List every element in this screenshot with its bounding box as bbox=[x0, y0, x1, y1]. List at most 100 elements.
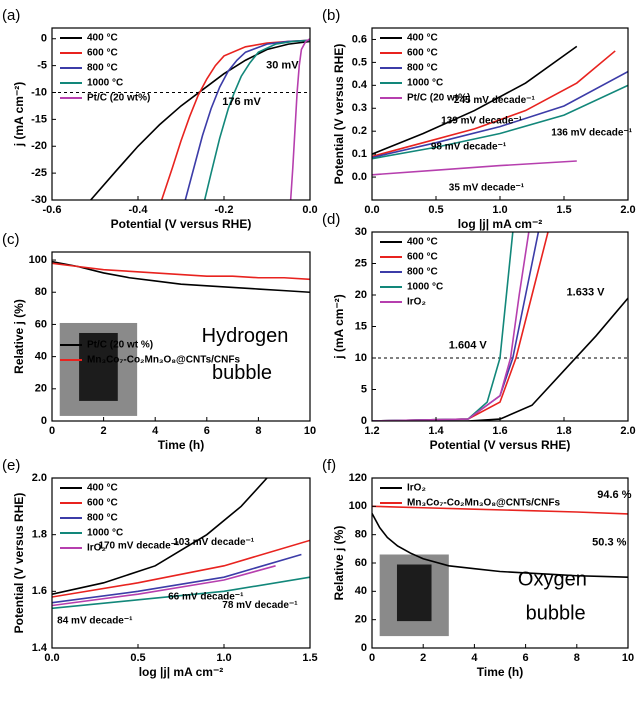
y-axis-label: Potential (V versus RHE) bbox=[332, 44, 346, 185]
y-tick-label: 20 bbox=[35, 383, 47, 395]
x-tick-label: 8 bbox=[255, 425, 261, 437]
annotation: 35 mV decade⁻¹ bbox=[449, 183, 525, 194]
annotation: 66 mV decade⁻¹ bbox=[168, 592, 244, 603]
axes-frame bbox=[51, 477, 311, 649]
x-tick-label: 0.0 bbox=[302, 204, 317, 216]
y-tick-label: 2.0 bbox=[32, 472, 47, 484]
plot-area bbox=[372, 45, 628, 176]
y-tick-label: 100 bbox=[349, 500, 367, 512]
y-tick-label: 10 bbox=[355, 352, 367, 364]
series-line bbox=[184, 39, 310, 200]
x-tick-label: -0.4 bbox=[129, 204, 149, 216]
x-tick-label: 2 bbox=[101, 425, 107, 437]
legend-label: 600 °C bbox=[407, 48, 438, 59]
panel-label: (a) bbox=[2, 7, 20, 24]
series-line bbox=[372, 505, 628, 515]
series-line bbox=[52, 260, 310, 294]
x-tick-label: 1.8 bbox=[556, 425, 571, 437]
annotation: 50.3 % bbox=[592, 537, 626, 549]
legend-label: 600 °C bbox=[87, 48, 118, 59]
y-tick-label: -30 bbox=[31, 194, 47, 206]
y-tick-label: -5 bbox=[37, 60, 47, 72]
series-line bbox=[372, 50, 616, 158]
x-tick-label: 0 bbox=[49, 425, 55, 437]
x-tick-label: 1.2 bbox=[364, 425, 379, 437]
series-line bbox=[372, 70, 628, 159]
y-tick-label: 1.4 bbox=[32, 642, 48, 654]
legend-label: 1000 °C bbox=[87, 528, 123, 539]
panel-label: (f) bbox=[322, 457, 336, 474]
annotation: 94.6 % bbox=[597, 489, 631, 501]
y-tick-label: 20 bbox=[355, 289, 367, 301]
legend-label: 400 °C bbox=[87, 483, 118, 494]
series-line bbox=[52, 539, 310, 598]
x-tick-label: 1.6 bbox=[492, 425, 507, 437]
y-axis-label: Relative j (%) bbox=[332, 526, 346, 601]
y-tick-label: 60 bbox=[35, 318, 47, 330]
series-line bbox=[372, 45, 578, 155]
y-tick-label: -25 bbox=[31, 167, 47, 179]
y-tick-label: -10 bbox=[31, 86, 47, 98]
series-line bbox=[372, 160, 577, 176]
legend-label: Pt/C (20 wt%) bbox=[87, 93, 150, 104]
axes-frame bbox=[51, 251, 311, 422]
x-axis-label: Potential (V versus RHE) bbox=[111, 217, 252, 231]
legend-label: IrO₂ bbox=[407, 483, 426, 494]
y-tick-label: 0.2 bbox=[352, 125, 367, 137]
y-tick-label: 80 bbox=[355, 529, 367, 541]
annotation: 98 mV decade⁻¹ bbox=[431, 141, 507, 152]
x-tick-label: 1.4 bbox=[428, 425, 444, 437]
y-tick-label: 0 bbox=[361, 415, 367, 427]
annotation: 1.604 V bbox=[449, 339, 488, 351]
x-tick-label: 1.5 bbox=[556, 204, 571, 216]
series-line bbox=[160, 39, 310, 200]
panel-label: (e) bbox=[2, 457, 20, 474]
x-tick-label: -0.2 bbox=[215, 204, 234, 216]
plot-area bbox=[372, 232, 628, 421]
x-tick-label: 2.0 bbox=[620, 204, 635, 216]
y-tick-label: 120 bbox=[349, 472, 367, 484]
y-tick-label: 1.6 bbox=[32, 585, 47, 597]
annotation: Hydrogen bbox=[202, 325, 289, 347]
y-tick-label: 60 bbox=[355, 557, 367, 569]
y-axis-label: j (mA cm⁻²) bbox=[12, 82, 26, 148]
annotation: Oxygen bbox=[518, 568, 587, 590]
x-tick-label: 1.0 bbox=[492, 204, 507, 216]
annotation: 136 mV decade⁻¹ bbox=[551, 128, 633, 139]
x-tick-label: 6 bbox=[523, 652, 529, 664]
y-tick-label: -15 bbox=[31, 113, 47, 125]
x-tick-label: 8 bbox=[574, 652, 580, 664]
x-tick-label: 0.0 bbox=[44, 652, 59, 664]
annotation: 139 mV decade⁻¹ bbox=[441, 116, 523, 127]
panel-label: (c) bbox=[2, 231, 20, 248]
annotation: bubble bbox=[212, 362, 272, 384]
panel-label: (d) bbox=[322, 211, 340, 228]
y-tick-label: -20 bbox=[31, 140, 47, 152]
y-tick-label: 1.8 bbox=[32, 529, 47, 541]
legend-label: Pt/C (20 wt%) bbox=[407, 93, 470, 104]
annotation: 78 mV decade⁻¹ bbox=[222, 600, 298, 611]
annotation: 84 mV decade⁻¹ bbox=[57, 615, 133, 626]
x-tick-label: 2.0 bbox=[620, 425, 635, 437]
legend-label: Mn₃Co₇-Co₂Mn₃O₈@CNTs/CNFs bbox=[407, 498, 560, 509]
panel-label: (b) bbox=[322, 7, 340, 24]
series-line bbox=[52, 262, 310, 281]
x-tick-label: 6 bbox=[204, 425, 210, 437]
y-tick-label: 0.5 bbox=[352, 56, 367, 68]
legend-label: 800 °C bbox=[87, 63, 118, 74]
photo-object bbox=[396, 564, 432, 622]
x-tick-label: 4 bbox=[152, 425, 159, 437]
y-tick-label: 40 bbox=[355, 585, 367, 597]
y-tick-label: 25 bbox=[355, 257, 367, 269]
legend-label: 400 °C bbox=[87, 33, 118, 44]
x-tick-label: 1.5 bbox=[302, 652, 317, 664]
legend-label: IrO₂ bbox=[87, 543, 106, 554]
series-line bbox=[372, 84, 628, 160]
legend-label: Mn₃Co₇-Co₂Mn₃O₈@CNTs/CNFs bbox=[87, 355, 240, 366]
x-tick-label: -0.6 bbox=[43, 204, 62, 216]
y-tick-label: 15 bbox=[355, 320, 367, 332]
annotation: 1.633 V bbox=[567, 286, 606, 298]
series-line bbox=[52, 478, 268, 595]
plot-area bbox=[52, 260, 310, 294]
y-tick-label: 0 bbox=[41, 33, 47, 45]
